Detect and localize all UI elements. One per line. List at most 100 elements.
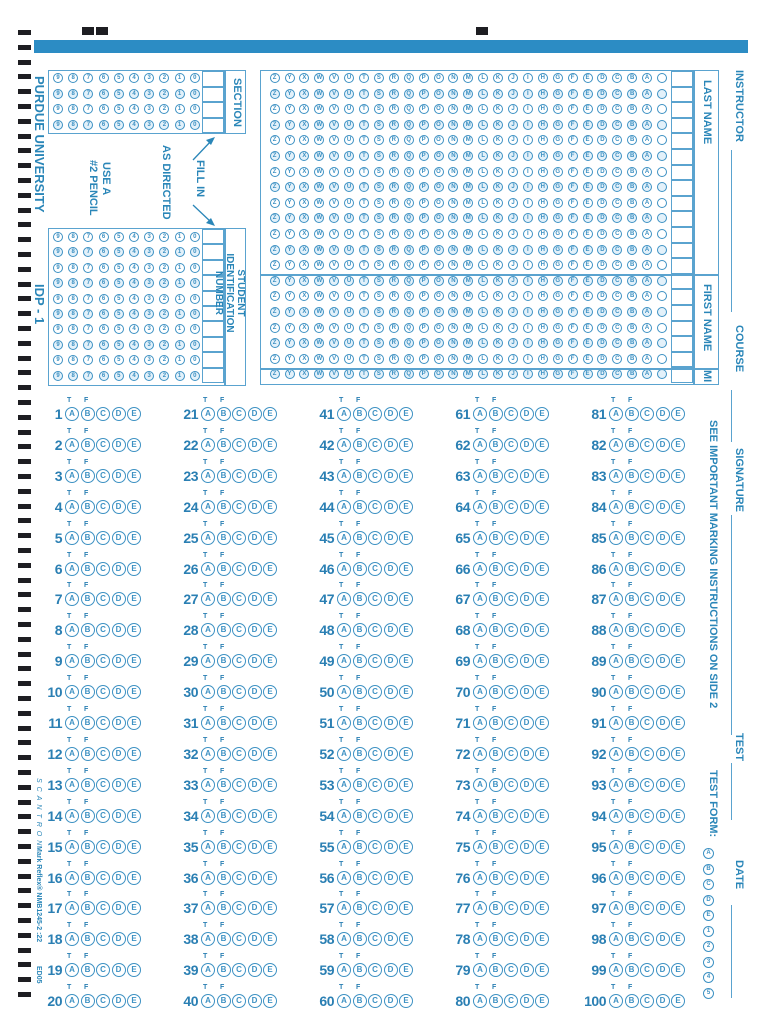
name-letter-bubble[interactable]: C xyxy=(612,244,623,255)
answer-bubble-c[interactable]: C xyxy=(504,499,518,514)
name-letter-bubble[interactable]: P xyxy=(418,213,429,224)
name-letter-bubble[interactable]: M xyxy=(463,291,474,302)
name-letter-bubble[interactable]: A xyxy=(642,182,653,193)
student-id-digit-bubble[interactable]: 1 xyxy=(174,309,185,319)
name-letter-bubble[interactable]: L xyxy=(478,197,489,208)
name-letter-bubble[interactable]: E xyxy=(582,229,593,239)
answer-bubble-c[interactable]: C xyxy=(232,561,246,576)
student-id-digit-bubble[interactable]: 8 xyxy=(68,339,79,350)
student-id-digit-bubble[interactable]: 7 xyxy=(83,293,94,304)
answer-bubble-d[interactable]: D xyxy=(655,994,670,1009)
name-letter-bubble[interactable]: T xyxy=(359,197,369,208)
answer-bubble-b[interactable]: B xyxy=(488,716,503,730)
name-letter-bubble[interactable]: P xyxy=(418,88,429,99)
name-letter-bubble[interactable]: C xyxy=(612,197,623,208)
answer-bubble-b[interactable]: B xyxy=(352,654,367,669)
answer-bubble-e[interactable]: E xyxy=(127,963,141,978)
name-letter-bubble[interactable]: P xyxy=(418,291,429,302)
name-letter-bubble[interactable] xyxy=(657,275,667,286)
name-letter-bubble[interactable]: F xyxy=(567,166,578,177)
name-letter-bubble[interactable]: V xyxy=(329,166,340,177)
answer-bubble-d[interactable]: D xyxy=(655,839,670,854)
answer-bubble-e[interactable]: E xyxy=(671,530,685,545)
name-letter-bubble[interactable]: N xyxy=(448,291,459,302)
name-letter-bubble[interactable]: R xyxy=(388,369,399,380)
student-id-digit-bubble[interactable]: 6 xyxy=(98,339,109,350)
answer-bubble-c[interactable]: C xyxy=(504,623,518,638)
name-letter-bubble[interactable]: R xyxy=(388,73,399,83)
answer-bubble-e[interactable]: E xyxy=(399,932,413,947)
answer-bubble-e[interactable]: E xyxy=(399,592,413,607)
answer-bubble-c[interactable]: C xyxy=(232,932,246,947)
name-letter-bubble[interactable]: Y xyxy=(284,135,295,146)
name-letter-bubble[interactable]: R xyxy=(388,88,399,99)
name-letter-bubble[interactable]: B xyxy=(627,197,638,208)
name-letter-bubble[interactable]: J xyxy=(508,213,518,224)
answer-bubble-a[interactable]: A xyxy=(201,561,215,576)
answer-bubble-e[interactable]: E xyxy=(671,561,685,576)
answer-bubble-d[interactable]: D xyxy=(655,870,670,885)
answer-bubble-b[interactable]: B xyxy=(216,777,231,792)
name-letter-bubble[interactable]: A xyxy=(642,275,653,286)
answer-bubble-b[interactable]: B xyxy=(80,777,95,792)
answer-bubble-a[interactable]: A xyxy=(609,623,623,638)
name-letter-bubble[interactable]: K xyxy=(493,197,504,208)
student-id-digit-bubble[interactable]: 5 xyxy=(113,278,124,289)
name-letter-bubble[interactable]: D xyxy=(597,307,608,317)
name-letter-bubble[interactable]: R xyxy=(388,275,399,286)
name-letter-bubble[interactable]: U xyxy=(344,229,355,239)
name-letter-bubble[interactable]: K xyxy=(493,166,504,177)
answer-bubble-d[interactable]: D xyxy=(655,932,670,947)
name-letter-bubble[interactable]: P xyxy=(418,151,429,161)
student-id-digit-bubble[interactable]: 7 xyxy=(83,278,94,289)
answer-bubble-c[interactable]: C xyxy=(640,870,654,885)
name-letter-bubble[interactable]: K xyxy=(493,291,504,302)
name-write-box[interactable] xyxy=(671,133,693,149)
name-letter-bubble[interactable]: Z xyxy=(269,73,280,83)
name-letter-bubble[interactable]: X xyxy=(299,291,310,302)
answer-bubble-a[interactable]: A xyxy=(473,685,487,700)
answer-bubble-d[interactable]: D xyxy=(519,468,534,483)
name-letter-bubble[interactable] xyxy=(657,369,667,380)
name-letter-bubble[interactable]: P xyxy=(418,197,429,208)
answer-bubble-b[interactable]: B xyxy=(624,468,639,483)
answer-bubble-e[interactable]: E xyxy=(263,901,277,916)
name-letter-bubble[interactable]: C xyxy=(612,322,623,333)
name-letter-bubble[interactable]: U xyxy=(344,166,355,177)
answer-bubble-c[interactable]: C xyxy=(640,932,654,947)
name-letter-bubble[interactable]: I xyxy=(522,322,533,333)
answer-bubble-b[interactable]: B xyxy=(352,530,367,545)
name-letter-bubble[interactable]: K xyxy=(493,244,504,255)
student-id-digit-bubble[interactable]: 1 xyxy=(174,324,185,335)
answer-bubble-b[interactable]: B xyxy=(216,468,231,483)
student-id-digit-bubble[interactable]: 3 xyxy=(144,324,155,335)
student-id-digit-bubble[interactable]: 5 xyxy=(113,247,124,258)
answer-bubble-b[interactable]: B xyxy=(488,994,503,1009)
answer-bubble-c[interactable]: C xyxy=(368,499,382,514)
answer-bubble-e[interactable]: E xyxy=(263,777,277,792)
student-id-digit-bubble[interactable]: 6 xyxy=(98,232,109,242)
name-letter-bubble[interactable]: X xyxy=(299,119,310,130)
name-letter-bubble[interactable]: Z xyxy=(269,104,280,115)
student-id-digit-bubble[interactable]: 2 xyxy=(159,232,170,242)
answer-bubble-d[interactable]: D xyxy=(383,623,398,638)
answer-bubble-b[interactable]: B xyxy=(216,530,231,545)
name-letter-bubble[interactable]: T xyxy=(359,166,369,177)
student-id-digit-bubble[interactable]: 2 xyxy=(159,247,170,258)
name-letter-bubble[interactable]: W xyxy=(314,291,325,302)
student-id-digit-bubble[interactable]: 3 xyxy=(144,278,155,289)
answer-bubble-d[interactable]: D xyxy=(247,901,262,916)
name-letter-bubble[interactable]: L xyxy=(478,182,489,193)
name-letter-bubble[interactable]: B xyxy=(627,275,638,286)
student-id-digit-bubble[interactable]: 4 xyxy=(129,355,139,366)
answer-bubble-e[interactable]: E xyxy=(263,530,277,545)
name-letter-bubble[interactable]: B xyxy=(627,307,638,317)
student-id-digit-bubble[interactable]: 1 xyxy=(174,262,185,273)
name-letter-bubble[interactable]: S xyxy=(373,166,384,177)
name-letter-bubble[interactable]: W xyxy=(314,182,325,193)
name-letter-bubble[interactable]: M xyxy=(463,260,474,271)
name-letter-bubble[interactable] xyxy=(657,73,667,83)
name-letter-bubble[interactable]: B xyxy=(627,88,638,99)
name-letter-bubble[interactable]: U xyxy=(344,151,355,161)
answer-bubble-d[interactable]: D xyxy=(111,468,126,483)
